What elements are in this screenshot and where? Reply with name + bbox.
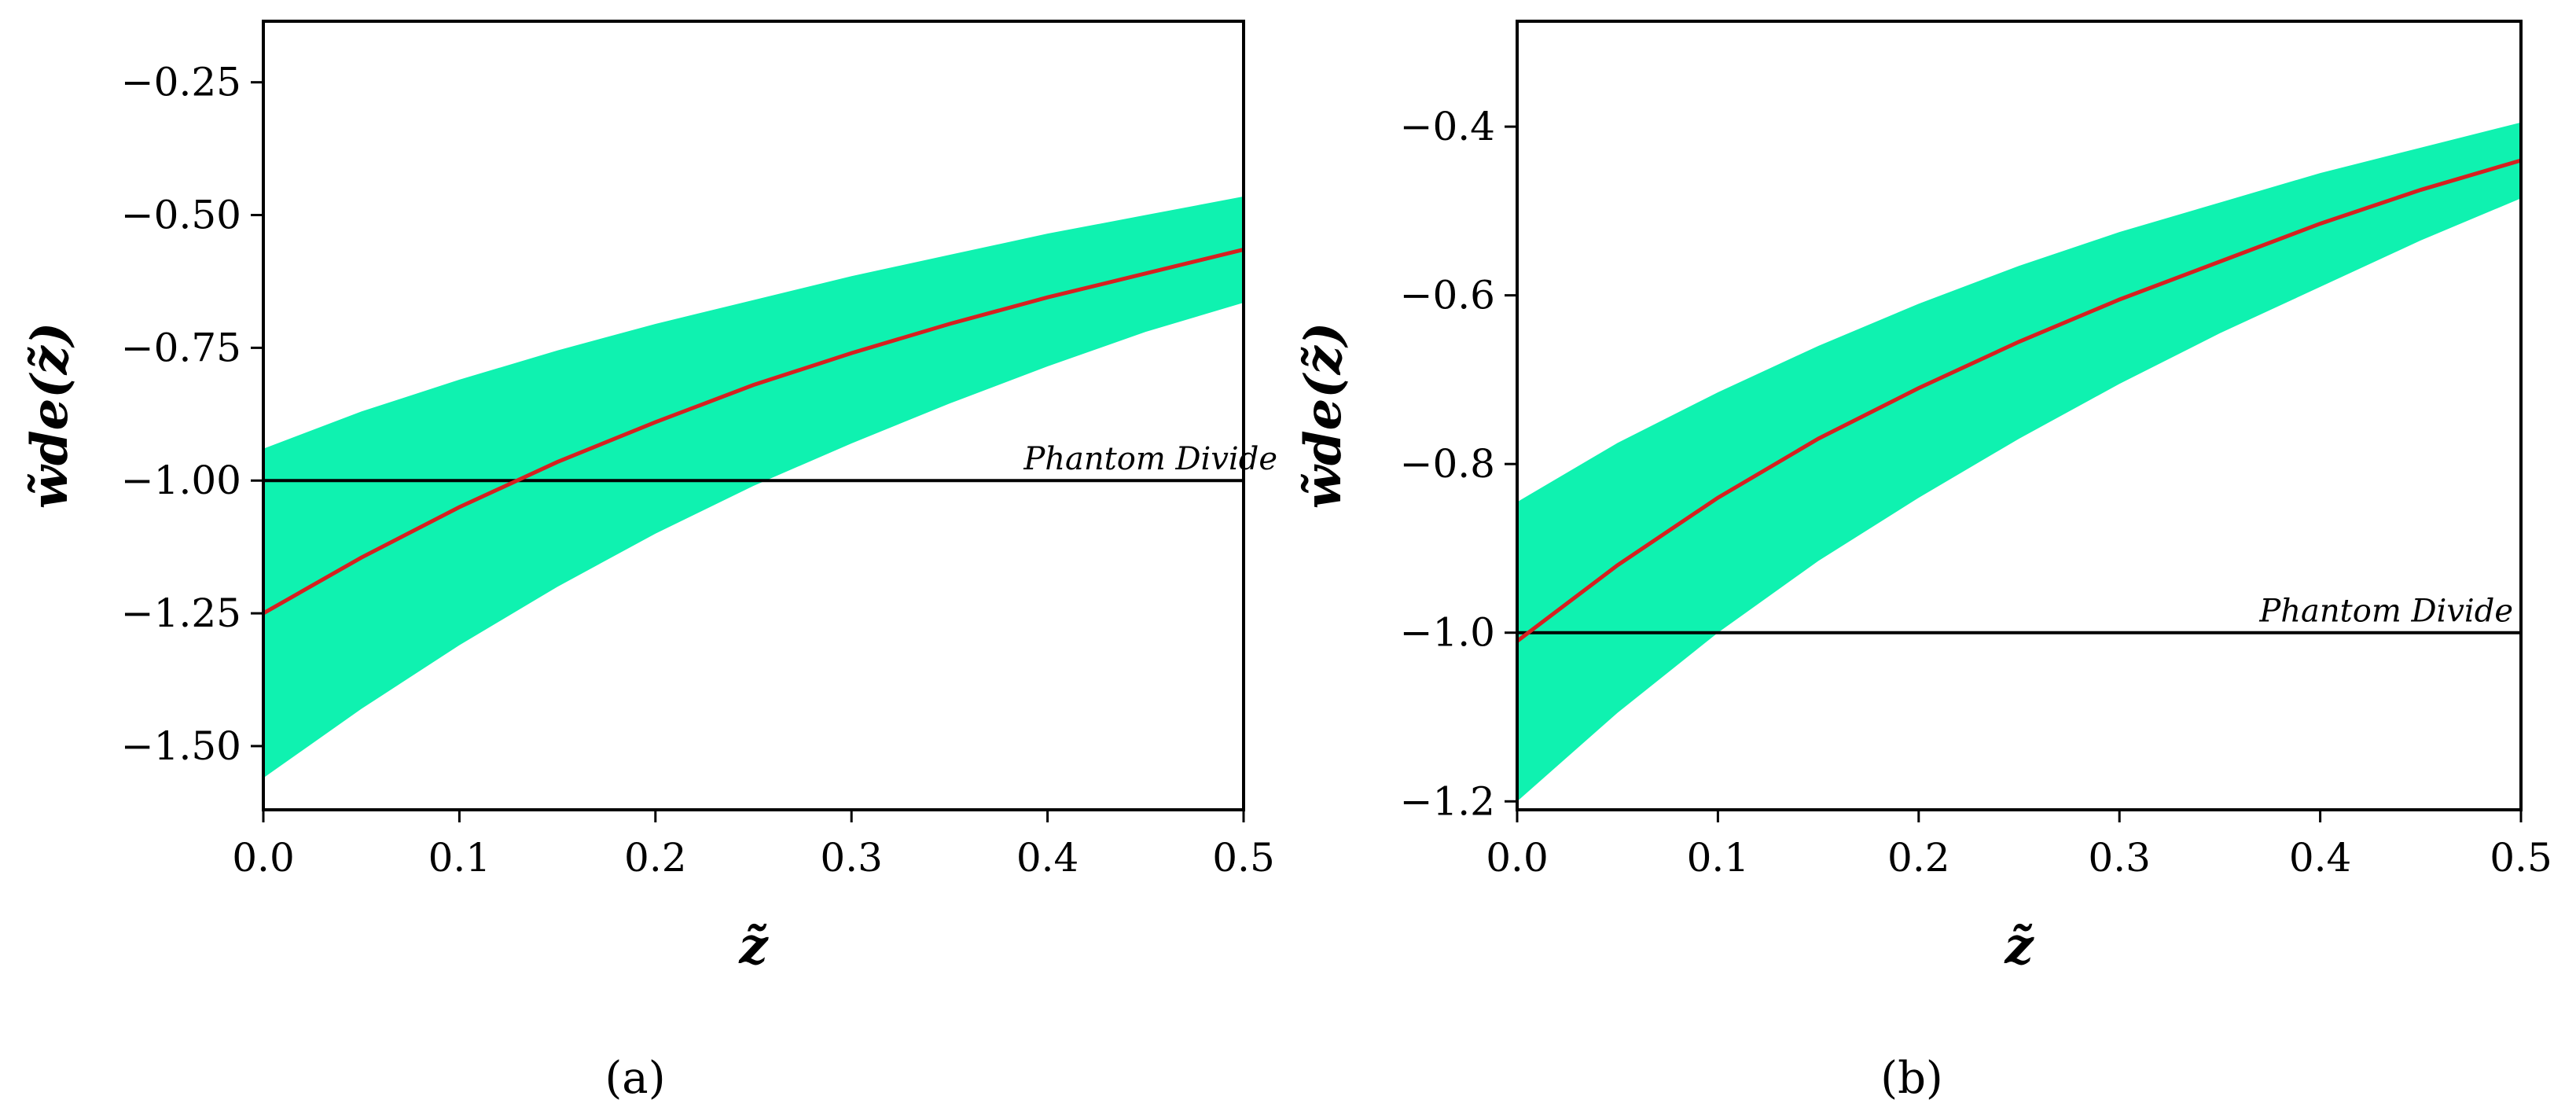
y-axis-label: w̃de(z̃)	[1294, 322, 1353, 509]
x-tick-label: 0.5	[1212, 835, 1275, 881]
y-tick-label: −1.50	[121, 723, 241, 769]
mean-curve	[1516, 158, 2522, 643]
y-tick-label: −0.4	[1400, 104, 1495, 149]
y-axis-label: w̃de(z̃)	[20, 322, 79, 509]
x-tick-label: 0.3	[2088, 835, 2151, 881]
y-tick-label: −0.8	[1400, 441, 1495, 487]
x-tick-label: 0.1	[1687, 835, 1750, 881]
x-tick-label: 0.0	[1486, 835, 1549, 881]
y-tick-label: −1.0	[1400, 610, 1495, 656]
panel-b: Phantom Divide 0.0 0.1 0.2 0.3 0.4 0.5 −0.4 −0.6…	[1294, 20, 2552, 976]
mean-curve	[262, 248, 1244, 616]
caption-a: (a)	[604, 1053, 665, 1104]
y-tick-label: −1.25	[121, 590, 241, 636]
x-tick-label: 0.4	[2289, 835, 2352, 881]
axes-frame	[1516, 20, 2523, 811]
y-tick-label: −0.50	[121, 193, 241, 238]
x-tick-label: 0.4	[1016, 835, 1079, 881]
x-axis-label: z̃	[738, 917, 769, 976]
x-tick-label: 0.2	[624, 835, 687, 881]
confidence-band	[1517, 122, 2521, 802]
panel-a: Phantom Divide 0.0 0.1 0.2 0.3 0.4 0.5 −0.25 −0.…	[20, 20, 1277, 976]
axes-frame	[262, 20, 1245, 811]
phantom-divide-label: Phantom Divide	[2258, 594, 2513, 630]
phantom-divide-label: Phantom Divide	[1023, 441, 1277, 477]
x-axis-label: z̃	[2004, 917, 2034, 976]
caption-b: (b)	[1880, 1053, 1943, 1104]
x-tick-label: 0.5	[2490, 835, 2552, 881]
x-tick-label: 0.0	[232, 835, 295, 881]
y-tick-label: −0.6	[1400, 273, 1495, 318]
x-tick-label: 0.1	[428, 835, 491, 881]
y-tick-label: −0.75	[121, 325, 241, 370]
y-tick-label: −1.00	[121, 458, 241, 503]
confidence-band	[263, 196, 1244, 778]
x-tick-label: 0.2	[1887, 835, 1950, 881]
y-tick-label: −0.25	[121, 60, 241, 105]
y-tick-label: −1.2	[1400, 778, 1495, 824]
x-tick-label: 0.3	[820, 835, 883, 881]
